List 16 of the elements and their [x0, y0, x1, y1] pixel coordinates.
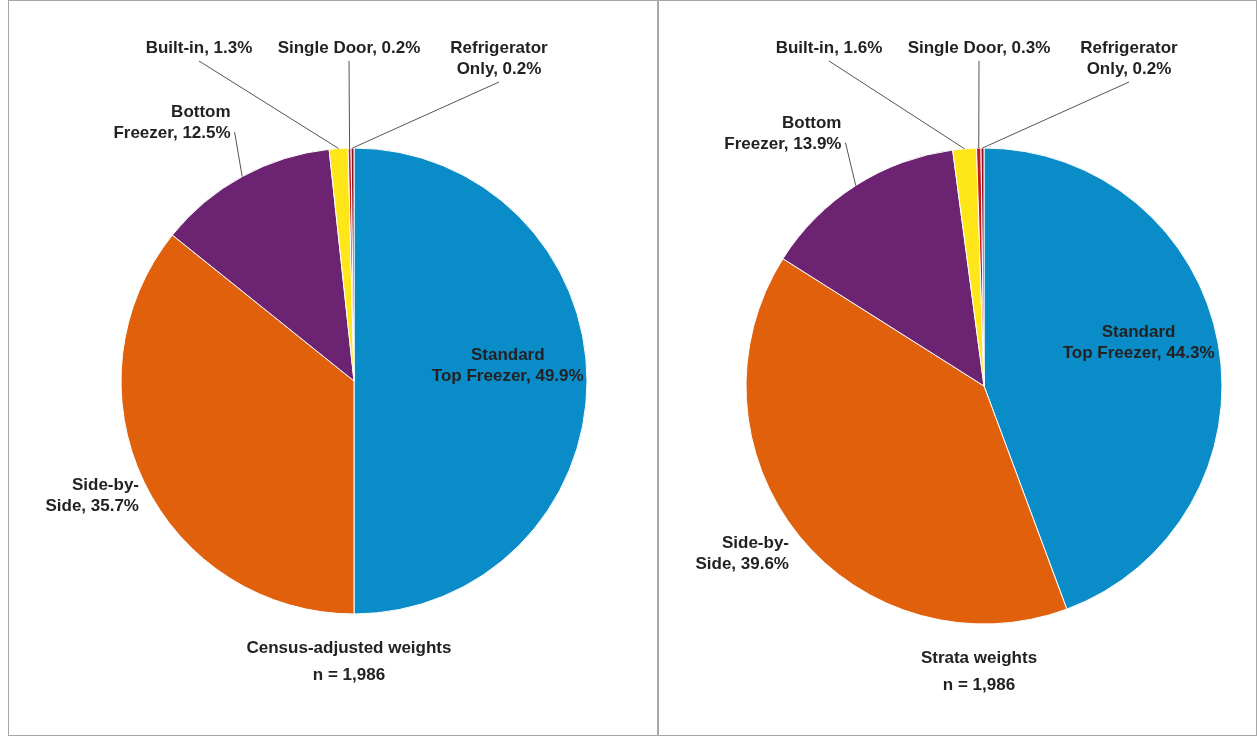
text: Strata weights — [919, 647, 1039, 669]
slice-label: Single Door, 0.2% — [277, 38, 421, 57]
slice-label: Built-in, 1.6% — [775, 38, 883, 57]
text: n = 1,986 — [311, 664, 387, 686]
slice-label: Bottom Freezer, 13.9% — [724, 112, 842, 153]
slice-label: Refrigerator Only, 0.2% — [450, 38, 549, 78]
slice-label: Side-by-Side, 35.7% — [45, 475, 139, 516]
text: n = 1,986 — [941, 674, 1017, 696]
slice-label: Standard Top Freezer, 49.9% — [431, 345, 584, 385]
slice-label: Side-by-Side, 39.6% — [695, 533, 789, 574]
slice-label: Refrigerator Only, 0.2% — [1080, 38, 1179, 78]
slice-label: Single Door, 0.3% — [907, 38, 1051, 57]
text: Census-adjusted weights — [245, 637, 453, 659]
slice-label: Built-in, 1.3% — [145, 38, 253, 57]
slice-label: Standard Top Freezer, 44.3% — [1062, 322, 1215, 363]
slice-label: Bottom Freezer, 12.5% — [113, 102, 231, 143]
